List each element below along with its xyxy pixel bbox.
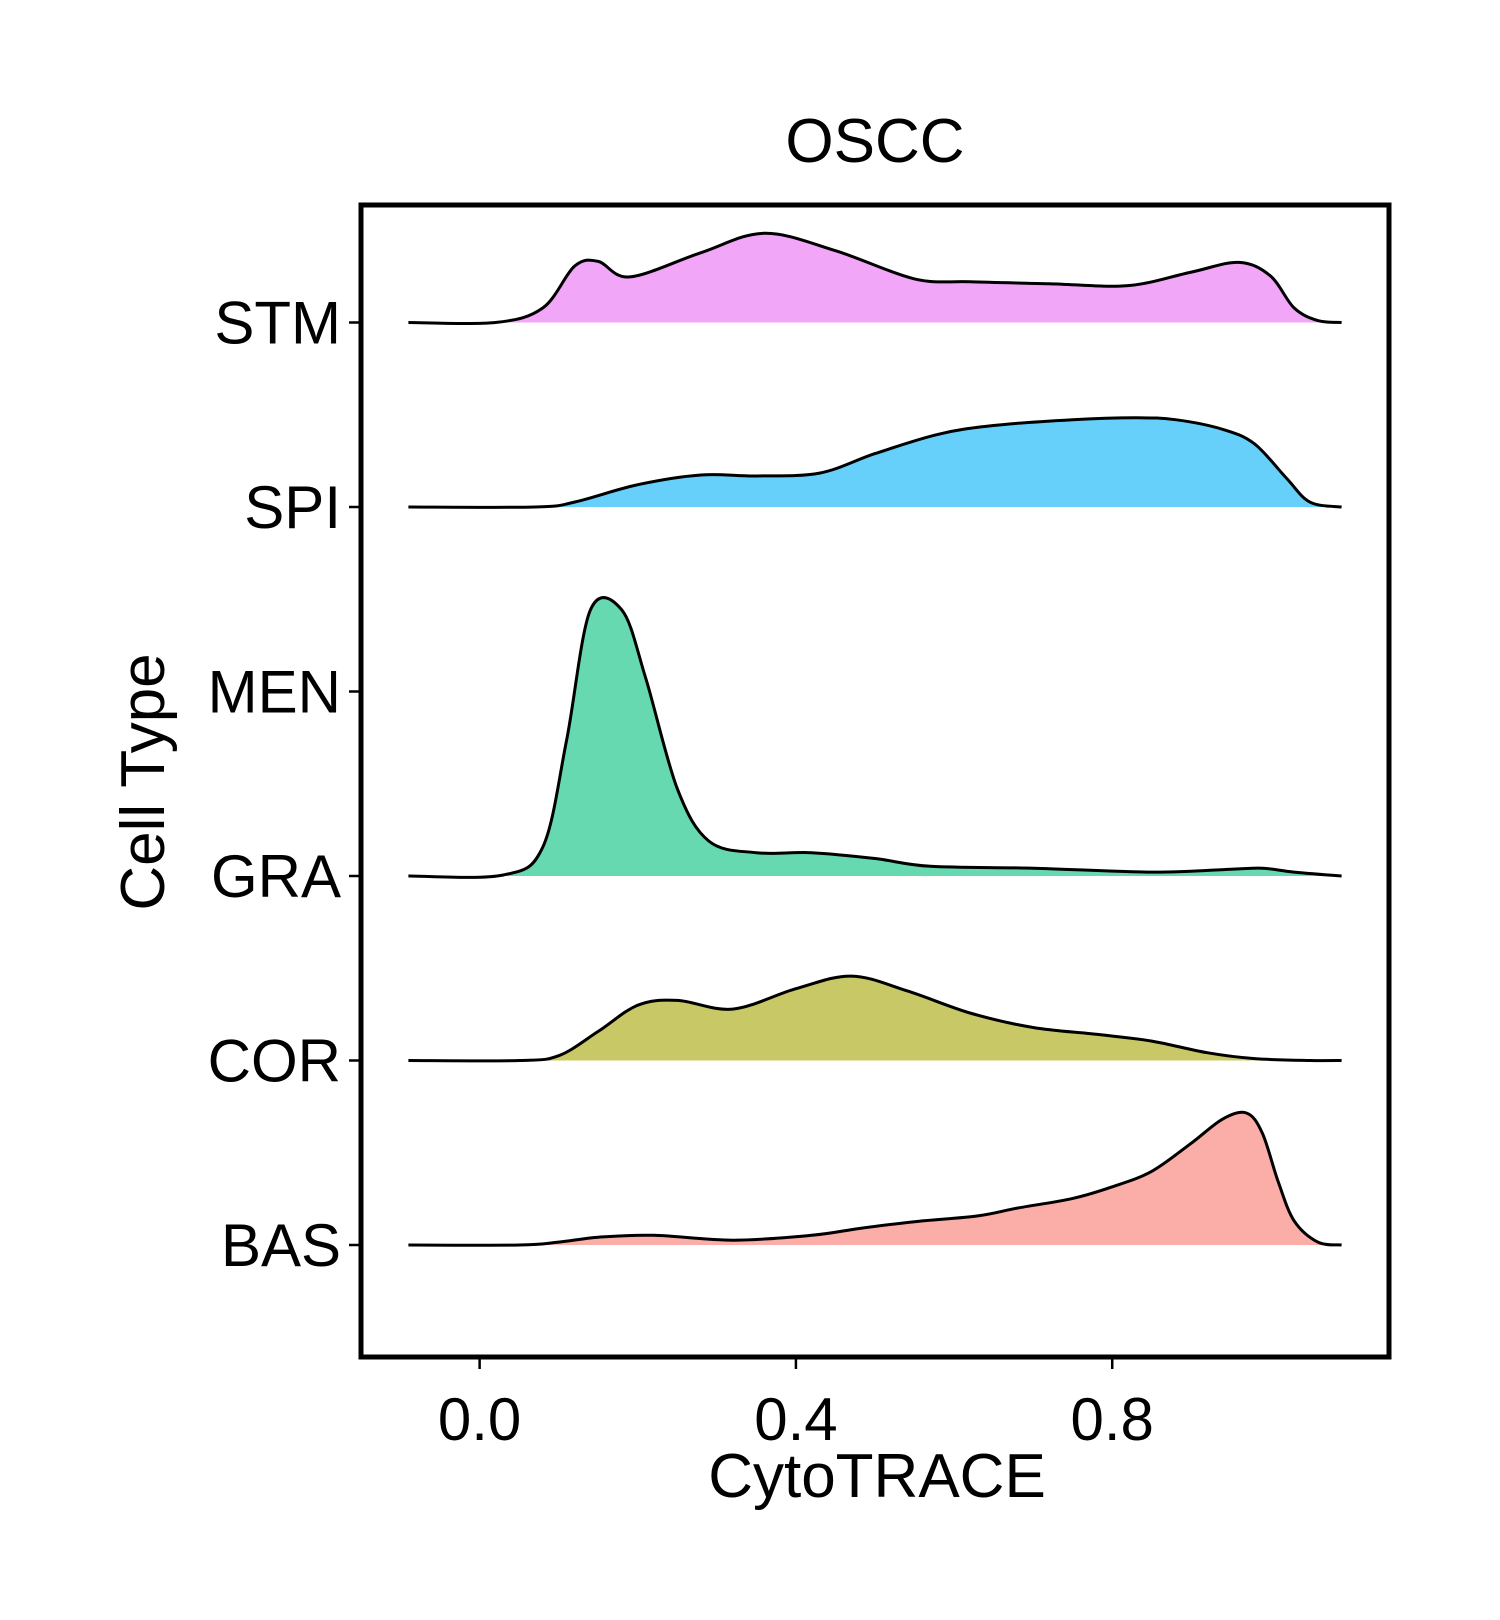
x-tick-label-2: 0.8 <box>1071 1386 1154 1453</box>
x-axis: 0.0 0.4 0.8 <box>438 1357 1154 1453</box>
y-tick-label-men: MEN <box>208 659 341 726</box>
x-tick-label-0: 0.0 <box>438 1386 521 1453</box>
x-tick-label-1: 0.4 <box>754 1386 837 1453</box>
ridge-line-stm <box>408 231 1342 326</box>
ridge-fill-cor <box>408 976 1342 1061</box>
ridge-fill-stm <box>408 233 1342 324</box>
y-tick-label-spi: SPI <box>244 474 341 541</box>
ridge-line-bas <box>408 1110 1342 1247</box>
ridge-line-spi <box>408 416 1342 509</box>
y-tick-label-stm: STM <box>214 290 341 357</box>
x-axis-label: CytoTRACE <box>708 1442 1046 1511</box>
ridge-fill-bas <box>408 1112 1342 1246</box>
y-tick-label-gra: GRA <box>211 843 341 910</box>
ridges-group <box>408 231 1342 1247</box>
ridge-line-cor <box>408 974 1342 1063</box>
ridge-fill-spi <box>408 417 1342 508</box>
y-axis: BAS COR GRA MEN SPI STM <box>208 290 361 1279</box>
y-tick-label-cor: COR <box>208 1028 341 1095</box>
chart-title: OSCC <box>785 107 964 176</box>
plot-frame <box>358 202 1392 1360</box>
y-axis-label: Cell Type <box>109 653 178 910</box>
y-tick-label-bas: BAS <box>221 1212 341 1279</box>
ridge-line-gra <box>408 596 1342 879</box>
